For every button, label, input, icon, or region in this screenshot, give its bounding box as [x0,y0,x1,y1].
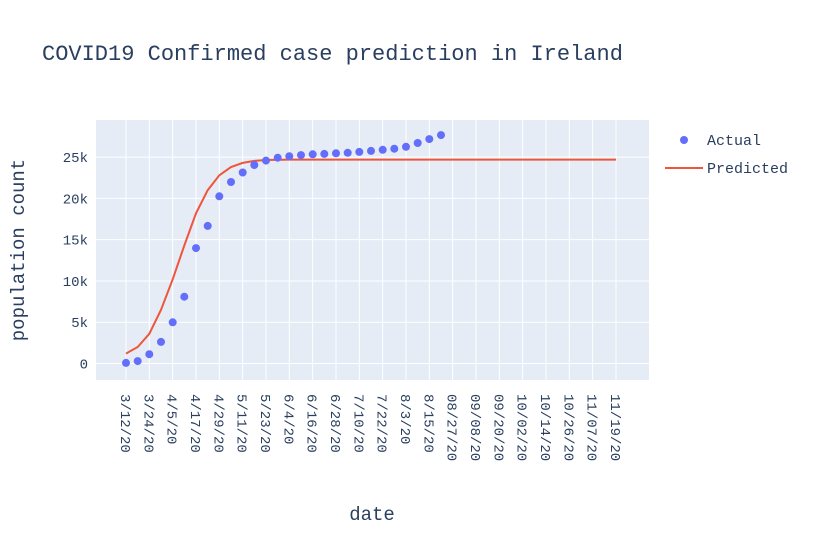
actual-point [227,178,235,186]
actual-point [250,161,259,169]
x-tick-label: 10/26/20 [559,394,575,461]
y-tick-label: 20k [63,192,88,208]
x-tick-label: 7/10/20 [349,394,365,453]
plot-area [96,120,649,380]
x-tick-label: 4/5/20 [163,394,179,444]
legend-actual-label: Actual [707,133,761,150]
actual-point [367,146,375,155]
actual-point [390,144,399,153]
chart-title: COVID19 Confirmed case prediction in Ire… [42,42,623,67]
actual-point [157,337,165,346]
predicted-line [125,158,616,355]
x-tick-label: 4/17/20 [186,394,202,453]
x-tick-label: 09/20/20 [489,394,505,461]
y-tick-label: 10k [63,275,88,291]
x-tick-label: 10/14/20 [536,394,552,461]
actual-point [168,318,177,327]
x-tick-labels: 3/12/20 3/24/20 4/5/20 4/17/20 4/29/20 5/11/2… [116,394,622,461]
actual-point [297,151,305,160]
x-tick-label: 08/27/20 [443,394,459,461]
x-tick-label: 11/07/20 [583,394,599,461]
actual-point [402,142,410,151]
actual-point [332,149,340,158]
actual-point [285,152,294,161]
x-axis-title: date [349,504,395,526]
actual-point [308,150,317,159]
actual-point [145,350,154,359]
actual-series [122,131,445,367]
x-tick-label: 6/28/20 [326,394,342,453]
actual-point [343,148,352,157]
predicted-series [125,158,616,355]
x-tick-label: 3/12/20 [116,394,132,453]
actual-point [262,156,270,165]
y-tick-label: 25k [63,151,88,167]
x-tick-label: 11/19/20 [606,394,622,461]
x-tick-label: 5/11/20 [233,394,249,453]
actual-point [122,358,130,367]
x-tick-label: 09/08/20 [466,394,482,461]
legend-actual-marker [680,136,688,144]
actual-point [203,221,212,230]
y-tick-label: 5k [71,316,88,332]
x-tick-label: 6/4/20 [279,394,295,444]
x-tick-label: 8/15/20 [419,394,435,453]
y-tick-labels: 0 5k 10k 15k 20k 25k [63,151,88,373]
actual-point [215,192,224,201]
y-axis-title: population count [8,159,30,341]
actual-point [192,244,200,253]
actual-point [425,135,434,144]
x-tick-label: 6/16/20 [303,394,319,453]
actual-point [133,357,142,366]
legend-predicted-label: Predicted [707,161,788,178]
x-tick-label: 7/22/20 [373,394,389,453]
y-tick-label: 15k [63,234,88,250]
actual-point [378,145,387,154]
actual-point [320,149,329,158]
actual-point [437,131,445,140]
x-tick-label: 10/02/20 [513,394,529,461]
legend[interactable]: Actual Predicted [665,133,788,178]
actual-point [238,168,247,177]
x-tick-label: 8/3/20 [396,394,412,444]
actual-point [273,153,282,162]
actual-point [355,147,364,156]
x-tick-label: 4/29/20 [209,394,225,453]
actual-point [180,292,189,301]
y-tick-label: 0 [80,357,88,373]
actual-point [413,139,422,147]
x-tick-label: 5/23/20 [256,394,272,453]
x-tick-label: 3/24/20 [139,394,155,453]
